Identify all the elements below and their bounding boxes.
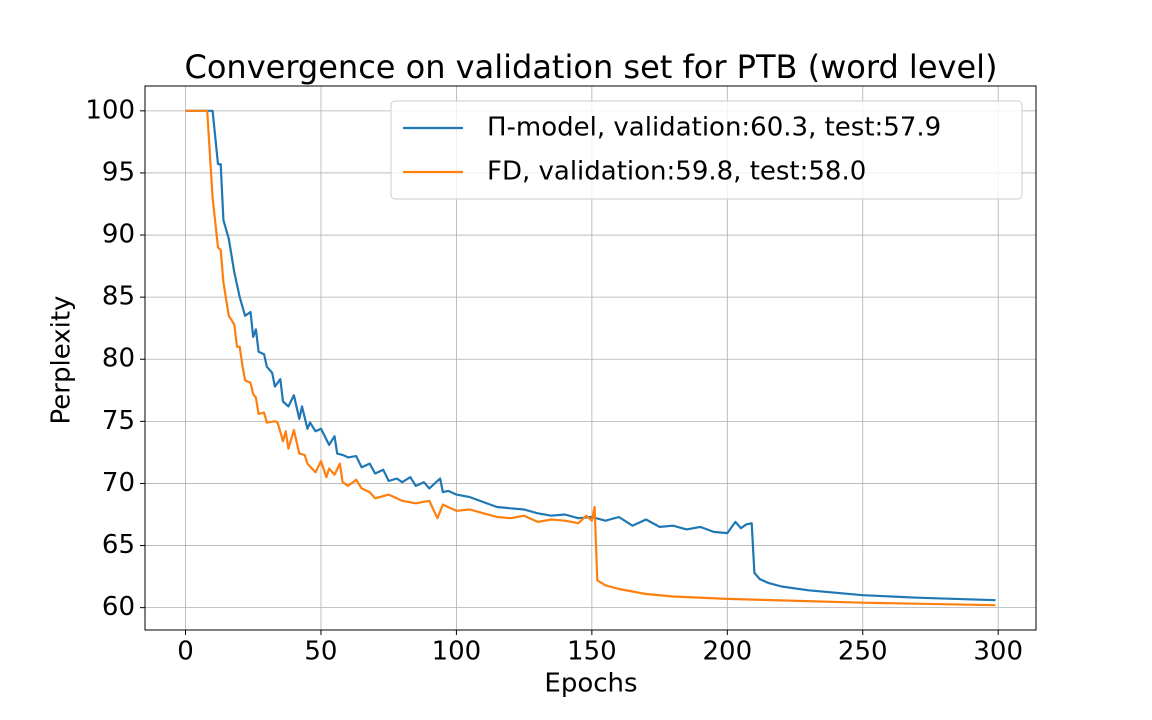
x-tick-label: 150: [567, 637, 617, 667]
x-axis-label: Epochs: [544, 669, 637, 699]
legend-label: Π-model, validation:60.3, test:57.9: [487, 113, 941, 143]
legend-label: FD, validation:59.8, test:58.0: [487, 157, 866, 187]
y-tick-label: 95: [102, 157, 135, 187]
y-tick-label: 60: [102, 592, 135, 622]
x-tick-label: 200: [702, 637, 752, 667]
plot-frame: [144, 85, 1037, 631]
x-tick-label: 50: [304, 637, 337, 667]
data-line: [185, 109, 996, 607]
y-tick-label: 90: [102, 220, 135, 250]
y-tick-label: 100: [85, 95, 135, 125]
x-tick-label: 100: [432, 637, 482, 667]
y-tick-label: 85: [102, 282, 135, 312]
x-tick-label: 250: [838, 637, 888, 667]
y-tick-label: 80: [102, 344, 135, 374]
data-line: [185, 109, 996, 602]
y-tick-label: 70: [102, 468, 135, 498]
chart-title: Convergence on validation set for PTB (w…: [184, 48, 997, 86]
y-tick-label: 65: [102, 530, 135, 560]
x-tick-label: 300: [973, 637, 1023, 667]
x-tick-label: 0: [177, 637, 194, 667]
y-tick-label: 75: [102, 406, 135, 436]
y-axis-label: Perplexity: [47, 296, 77, 425]
legend-box: [390, 100, 1023, 200]
